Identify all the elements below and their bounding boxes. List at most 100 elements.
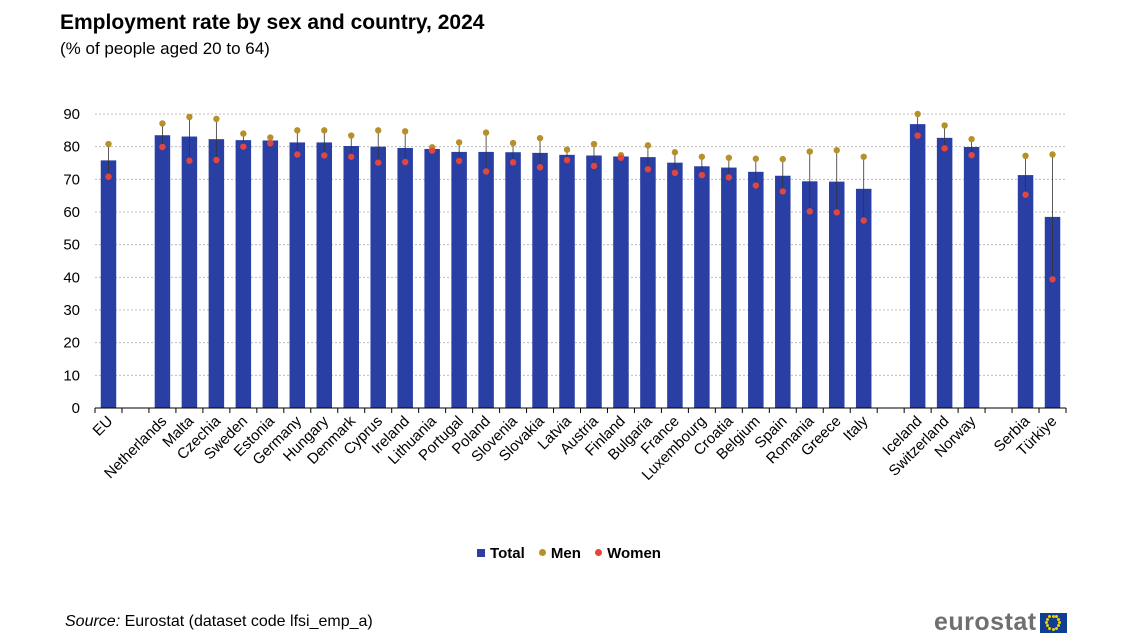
women-point (698, 171, 706, 179)
bar (1017, 175, 1034, 408)
women-point (779, 188, 786, 195)
bar (936, 137, 953, 408)
bar (397, 147, 413, 408)
bar (208, 139, 225, 409)
women-point (806, 208, 813, 215)
y-tick-label: 70 (63, 171, 80, 188)
legend-item-men: Men (538, 545, 581, 562)
chart-plot: 0102030405060708090EUNetherlandsMaltaCze… (63, 106, 1067, 484)
men-point (267, 134, 274, 141)
bar (721, 167, 737, 408)
women-point (536, 164, 544, 171)
bar (1044, 216, 1061, 408)
bar (154, 135, 171, 408)
women-point (914, 132, 921, 139)
flag-star (1045, 621, 1049, 624)
bar (855, 188, 872, 408)
women-point (725, 174, 733, 181)
women-point (644, 166, 652, 173)
legend-label-men: Men (550, 545, 581, 562)
women-point (941, 145, 948, 152)
flag-star (1054, 615, 1058, 619)
men-point (806, 148, 813, 155)
bar (370, 146, 386, 408)
bar (289, 142, 306, 409)
y-tick-label: 60 (63, 204, 80, 221)
y-tick-label: 10 (63, 367, 80, 384)
men-point (455, 139, 463, 146)
y-tick-label: 50 (63, 237, 80, 254)
women-point (105, 173, 112, 180)
men-point (779, 155, 786, 163)
women-point (752, 182, 760, 189)
y-tick-label: 20 (63, 335, 80, 352)
bar (100, 160, 117, 408)
bar (316, 142, 333, 409)
bar (667, 162, 683, 408)
women-point (482, 168, 490, 175)
women-point (860, 217, 867, 224)
bar (451, 151, 467, 409)
flag-star (1058, 621, 1062, 624)
women-point (968, 151, 975, 159)
men-point (240, 130, 247, 137)
women-point (509, 159, 517, 166)
bar (586, 155, 602, 408)
bar (828, 181, 845, 408)
bar (235, 140, 252, 408)
legend-label-total: Total (490, 545, 525, 562)
men-point (1022, 152, 1029, 160)
men-point (186, 113, 193, 121)
chart-legend: Total Men Women (0, 545, 1138, 562)
men-point (375, 127, 382, 134)
flag-star (1054, 626, 1058, 630)
y-tick-label: 90 (63, 106, 80, 123)
flag-star (1057, 624, 1061, 628)
legend-label-women: Women (607, 545, 661, 562)
women-point (186, 157, 193, 164)
men-point (482, 129, 490, 136)
bar (694, 166, 710, 408)
women-point (428, 147, 436, 154)
women-point (159, 143, 166, 151)
men-point (563, 146, 571, 153)
women-point (401, 158, 409, 166)
men-point (321, 127, 328, 134)
bar (963, 146, 980, 408)
women-point (1049, 276, 1056, 283)
bar (532, 152, 548, 408)
flag-star (1048, 626, 1052, 630)
men-point (590, 140, 598, 148)
men-point (914, 110, 921, 118)
flag-star (1057, 617, 1061, 621)
women-point (590, 162, 598, 170)
flag-star (1051, 614, 1055, 618)
men-point (644, 142, 652, 149)
x-tick-label: Italy (840, 412, 872, 444)
men-point (860, 153, 867, 160)
men-point (968, 135, 975, 143)
bar (748, 171, 764, 408)
men-point (671, 149, 679, 156)
logo-text: eurostat (934, 608, 1037, 636)
men-point (833, 147, 840, 154)
x-tick-label: EU (90, 413, 117, 440)
women-point (455, 157, 463, 165)
flag-star (1051, 627, 1055, 631)
women-point (833, 209, 840, 216)
source-label: Source: (65, 613, 121, 630)
women-point (617, 154, 625, 161)
source-text: Eurostat (dataset code lfsi_emp_a) (124, 613, 373, 630)
men-point (1049, 151, 1056, 158)
legend-swatch-men (538, 549, 546, 556)
bar (613, 156, 629, 408)
women-point (213, 156, 220, 164)
women-point (375, 159, 382, 166)
y-tick-label: 30 (63, 302, 80, 319)
men-point (105, 140, 112, 148)
men-point (401, 128, 409, 135)
women-point (563, 156, 571, 164)
men-point (348, 132, 355, 139)
women-point (267, 140, 274, 147)
women-point (321, 152, 328, 159)
